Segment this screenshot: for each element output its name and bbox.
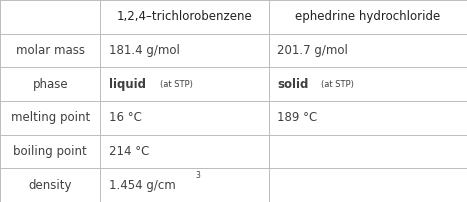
Text: molar mass: molar mass bbox=[16, 44, 85, 57]
Text: 1,2,4–trichlorobenzene: 1,2,4–trichlorobenzene bbox=[117, 10, 252, 23]
Text: solid: solid bbox=[277, 78, 308, 91]
Text: 16 °C: 16 °C bbox=[109, 111, 142, 124]
Text: phase: phase bbox=[32, 78, 68, 91]
Text: (at STP): (at STP) bbox=[160, 80, 193, 89]
Text: boiling point: boiling point bbox=[14, 145, 87, 158]
Text: density: density bbox=[28, 179, 72, 192]
Text: ephedrine hydrochloride: ephedrine hydrochloride bbox=[295, 10, 440, 23]
Text: 181.4 g/mol: 181.4 g/mol bbox=[109, 44, 180, 57]
Text: 189 °C: 189 °C bbox=[277, 111, 317, 124]
Text: (at STP): (at STP) bbox=[321, 80, 354, 89]
Text: melting point: melting point bbox=[11, 111, 90, 124]
Text: 201.7 g/mol: 201.7 g/mol bbox=[277, 44, 348, 57]
Text: 214 °C: 214 °C bbox=[109, 145, 149, 158]
Text: liquid: liquid bbox=[109, 78, 146, 91]
Text: 1.454 g/cm: 1.454 g/cm bbox=[109, 179, 176, 192]
Text: 3: 3 bbox=[196, 171, 201, 180]
